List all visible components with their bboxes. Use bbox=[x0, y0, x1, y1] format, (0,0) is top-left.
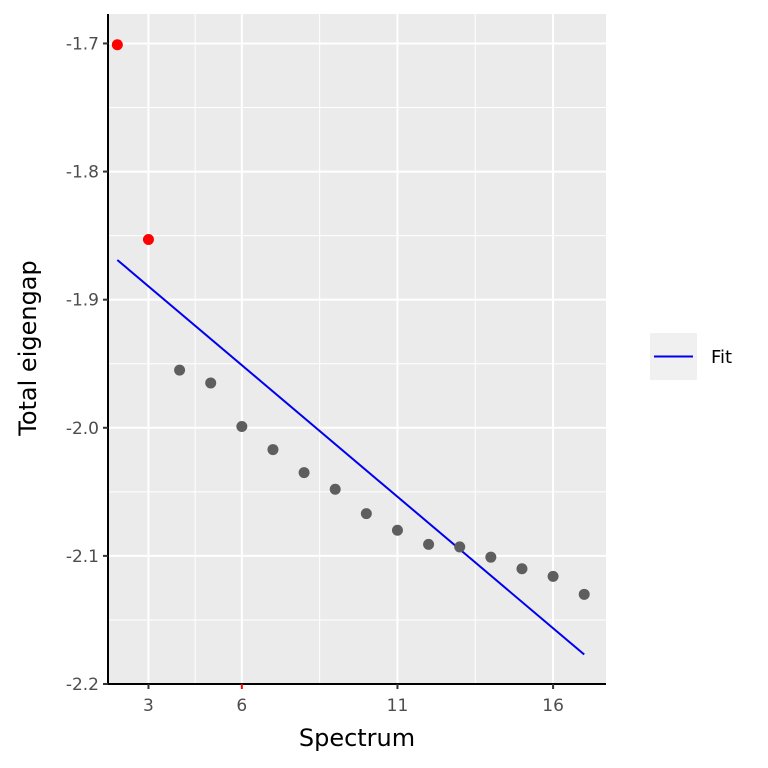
data-point bbox=[423, 538, 435, 550]
legend-label-fit: Fit bbox=[711, 347, 732, 368]
highlighted-data-point bbox=[142, 233, 154, 245]
y-tick-label: -2.0 bbox=[66, 419, 99, 439]
data-point bbox=[360, 508, 372, 520]
data-point bbox=[236, 421, 248, 433]
x-tick-label: 11 bbox=[387, 696, 409, 716]
y-tick-label: -2.1 bbox=[66, 547, 99, 567]
points-layer bbox=[111, 39, 590, 600]
data-point bbox=[205, 377, 217, 389]
data-point bbox=[578, 588, 590, 600]
highlighted-data-point bbox=[111, 39, 123, 51]
y-tick-label: -1.9 bbox=[66, 291, 99, 311]
tick-marks bbox=[103, 42, 555, 689]
fit-line-layer bbox=[116, 259, 585, 656]
axes bbox=[107, 14, 606, 685]
x-axis-title: Spectrum bbox=[299, 724, 415, 752]
data-point bbox=[547, 570, 559, 582]
y-axis-title: Total eigengap bbox=[14, 260, 42, 437]
plot-panel bbox=[108, 14, 606, 684]
x-tick-label: 3 bbox=[143, 696, 154, 716]
legend: Fit bbox=[650, 333, 732, 380]
data-point bbox=[267, 444, 279, 456]
y-tick-label: -1.8 bbox=[66, 163, 99, 183]
data-point bbox=[329, 483, 341, 495]
data-point bbox=[298, 467, 310, 479]
minor-gridlines bbox=[108, 14, 606, 684]
data-point bbox=[391, 524, 403, 536]
data-point bbox=[485, 551, 497, 563]
tick-labels: 3 6 11 16 -2.2 -2.1 -2.0 -1.9 -1.8 -1.7 bbox=[66, 34, 564, 716]
data-point bbox=[516, 563, 528, 575]
fit-line bbox=[116, 259, 585, 656]
data-point bbox=[174, 364, 186, 376]
x-tick-label: 16 bbox=[542, 696, 564, 716]
y-tick-label: -2.2 bbox=[66, 675, 99, 695]
y-tick-label: -1.7 bbox=[66, 34, 99, 54]
data-point bbox=[454, 541, 466, 553]
x-tick-label: 6 bbox=[236, 696, 247, 716]
